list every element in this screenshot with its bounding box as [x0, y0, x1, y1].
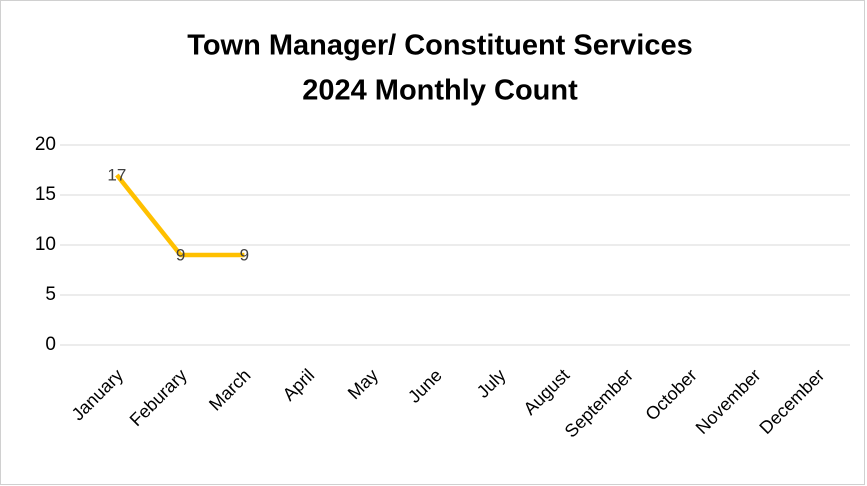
- chart-title-line: Town Manager/ Constituent Services: [187, 30, 692, 62]
- data-label: 9: [240, 245, 249, 264]
- data-line: [115, 173, 245, 258]
- y-tick-label: 15: [35, 184, 56, 205]
- data-label: 17: [107, 165, 126, 184]
- y-tick-label: 10: [35, 234, 56, 255]
- chart-title-line: 2024 Monthly Count: [302, 75, 578, 107]
- y-tick-label: 20: [35, 134, 56, 155]
- data-label: 9: [176, 245, 185, 264]
- y-tick-label: 0: [45, 334, 56, 355]
- y-tick-label: 5: [45, 284, 56, 305]
